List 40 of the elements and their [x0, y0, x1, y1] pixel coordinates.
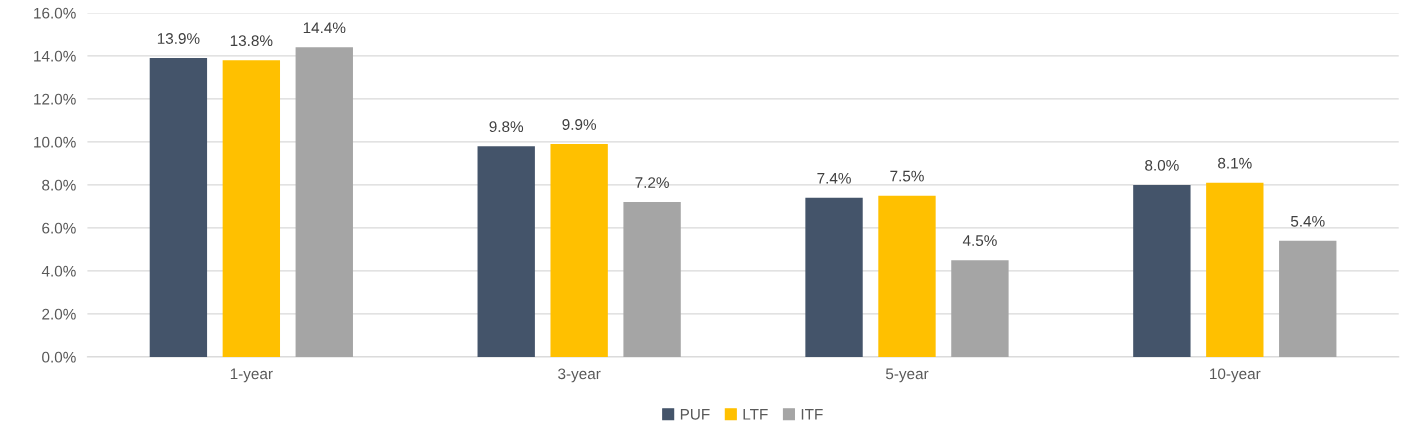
data-label: 8.1% — [1218, 157, 1252, 169]
data-label: 5.4% — [1290, 215, 1325, 227]
bar — [295, 47, 353, 357]
y-tick-label: 6.0% — [42, 222, 76, 234]
x-tick-label: 10-year — [1210, 368, 1261, 383]
data-label: 8.0% — [1145, 159, 1179, 171]
data-label: 13.9% — [157, 33, 200, 44]
y-tick-label: 14.0% — [34, 50, 76, 62]
bar — [149, 58, 208, 357]
y-tick-label: 4.0% — [41, 265, 76, 277]
bar — [222, 60, 281, 357]
y-tick-label: 0.0% — [42, 351, 76, 363]
bar — [1206, 182, 1264, 357]
data-label: 4.5% — [962, 235, 997, 247]
bar — [550, 144, 608, 357]
data-label: 7.4% — [817, 172, 851, 184]
legend-label: PUF — [680, 409, 710, 420]
y-tick-label: 2.0% — [42, 308, 76, 320]
legend-label: LTF — [743, 409, 768, 420]
bar — [951, 260, 1009, 357]
data-label: 7.2% — [635, 177, 669, 188]
y-tick-label: 16.0% — [34, 7, 76, 19]
y-tick-label: 10.0% — [34, 136, 76, 148]
bar — [805, 197, 863, 357]
bar — [477, 146, 535, 357]
bar — [878, 195, 936, 357]
data-label: 7.5% — [890, 170, 924, 182]
bar — [623, 202, 681, 357]
bar — [1279, 240, 1337, 357]
x-tick-label: 1-year — [230, 368, 273, 383]
data-label: 13.8% — [230, 35, 273, 47]
y-tick-label: 12.0% — [34, 93, 76, 105]
legend-label: ITF — [801, 409, 823, 420]
x-tick-label: 3-year — [558, 368, 601, 383]
y-tick-label: 8.0% — [42, 179, 76, 191]
data-label: 9.9% — [562, 119, 597, 130]
x-tick-label: 5-year — [885, 368, 929, 383]
data-label: 9.8% — [489, 121, 524, 133]
bar — [1133, 184, 1191, 357]
data-label: 14.4% — [303, 22, 346, 34]
